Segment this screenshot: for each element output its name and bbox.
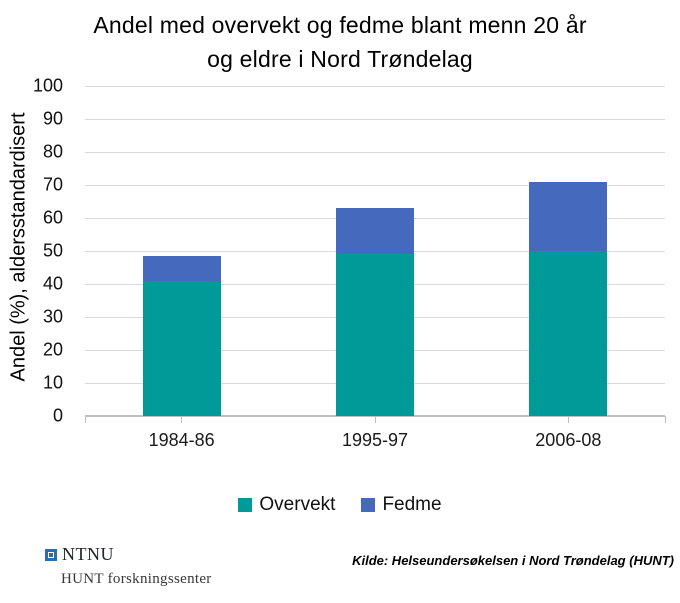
y-tick-label: 40: [42, 273, 63, 294]
chart-title-line-2: og eldre i Nord Trøndelag: [207, 46, 473, 72]
y-tick-label: 90: [42, 108, 63, 129]
plot-area: 0 10 20 30 40 50 60 70 80 90 100 1984-86 1995-97 2006…: [33, 76, 666, 450]
y-tick-label: 80: [42, 141, 63, 162]
x-axis-tick: [84, 416, 86, 423]
ntnu-logo-icon: [45, 548, 57, 561]
bar-segment-fedme: [142, 255, 221, 281]
source-citation: Kilde: Helseundersøkelsen i Nord Trøndel…: [352, 553, 674, 568]
bar-segment-overvekt: [529, 251, 608, 416]
gridline: [85, 184, 665, 186]
ntnu-logo-node-icon: [48, 551, 54, 558]
y-axis-title: Andel (%), aldersstandardisert: [7, 112, 30, 382]
bar-segment-overvekt: [336, 254, 414, 416]
bar-segment-overvekt: [142, 280, 221, 416]
legend-label: Fedme: [382, 494, 442, 515]
chart-title: Andel med overvekt og fedme blant menn 2…: [0, 8, 680, 76]
chart-legend: Overvekt Fedme: [0, 494, 680, 516]
ntnu-logo-text: NTNU: [62, 544, 114, 564]
bar-segment-fedme: [529, 181, 608, 251]
legend-label: Overvekt: [259, 494, 336, 515]
x-axis-label: 1984-86: [148, 430, 215, 450]
legend-item-fedme: Fedme: [361, 494, 442, 516]
gridline: [85, 85, 665, 87]
legend-item-overvekt: Overvekt: [238, 494, 335, 516]
legend-swatch-icon: [238, 498, 253, 512]
x-axis-label: 2006-08: [535, 430, 602, 450]
y-tick-label: 10: [42, 372, 63, 393]
bar-1995-97: [336, 208, 414, 416]
x-axis-tick: [567, 416, 569, 423]
gridline: [85, 151, 665, 153]
bar-2006-08: [529, 181, 608, 416]
chart-title-line-1: Andel med overvekt og fedme blant menn 2…: [93, 12, 587, 38]
legend-swatch-icon: [361, 498, 376, 512]
y-tick-label: 50: [42, 240, 63, 261]
hunt-research-center-label: HUNT forskningssenter: [61, 571, 212, 587]
x-axis-tick: [374, 416, 376, 423]
bar-segment-fedme: [336, 208, 414, 255]
y-tick-label: 30: [42, 306, 63, 327]
y-tick-label: 100: [32, 75, 63, 96]
y-tick-label: 70: [42, 174, 63, 195]
x-axis-tick: [181, 416, 183, 423]
gridline: [85, 118, 665, 120]
ntnu-branding: NTNU HUNT forskningssenter: [45, 544, 212, 588]
x-axis-label: 1995-97: [341, 430, 409, 450]
y-tick-label: 20: [42, 339, 63, 360]
y-tick-label: 60: [42, 207, 63, 228]
bar-1984-86: [142, 255, 221, 416]
y-tick-label: 0: [52, 405, 63, 426]
x-axis-tick: [664, 416, 666, 423]
